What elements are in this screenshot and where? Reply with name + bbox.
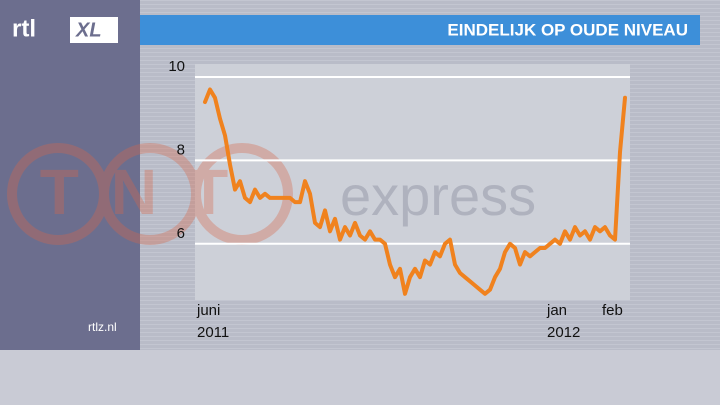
title-bar <box>140 15 700 45</box>
side-panel <box>0 0 140 350</box>
watermark-logo: TNT <box>40 156 260 228</box>
x-tick-label: juni 2011 <box>197 302 230 341</box>
logo-box <box>70 17 118 43</box>
x-tick-label: jan 2012 <box>547 302 581 341</box>
logo-right: XL <box>75 19 102 41</box>
watermark-ring <box>191 143 293 245</box>
logo-left: rtl <box>12 15 36 42</box>
website: rtlz.nl <box>88 320 117 334</box>
bottom-band <box>0 350 720 405</box>
y-tick-label: 6 <box>177 225 185 242</box>
x-tick-label: feb <box>602 302 623 319</box>
line <box>203 87 627 296</box>
watermark-ring <box>7 143 109 245</box>
plot-area <box>195 64 630 300</box>
watermark-text: express <box>340 164 536 227</box>
chart-title: EINDELIJK OP OUDE NIVEAU <box>447 20 688 39</box>
watermark: TNT express <box>7 143 536 245</box>
y-tick-label: 8 <box>177 141 185 158</box>
y-tick-label: 10 <box>168 58 185 75</box>
watermark-ring <box>99 143 201 245</box>
